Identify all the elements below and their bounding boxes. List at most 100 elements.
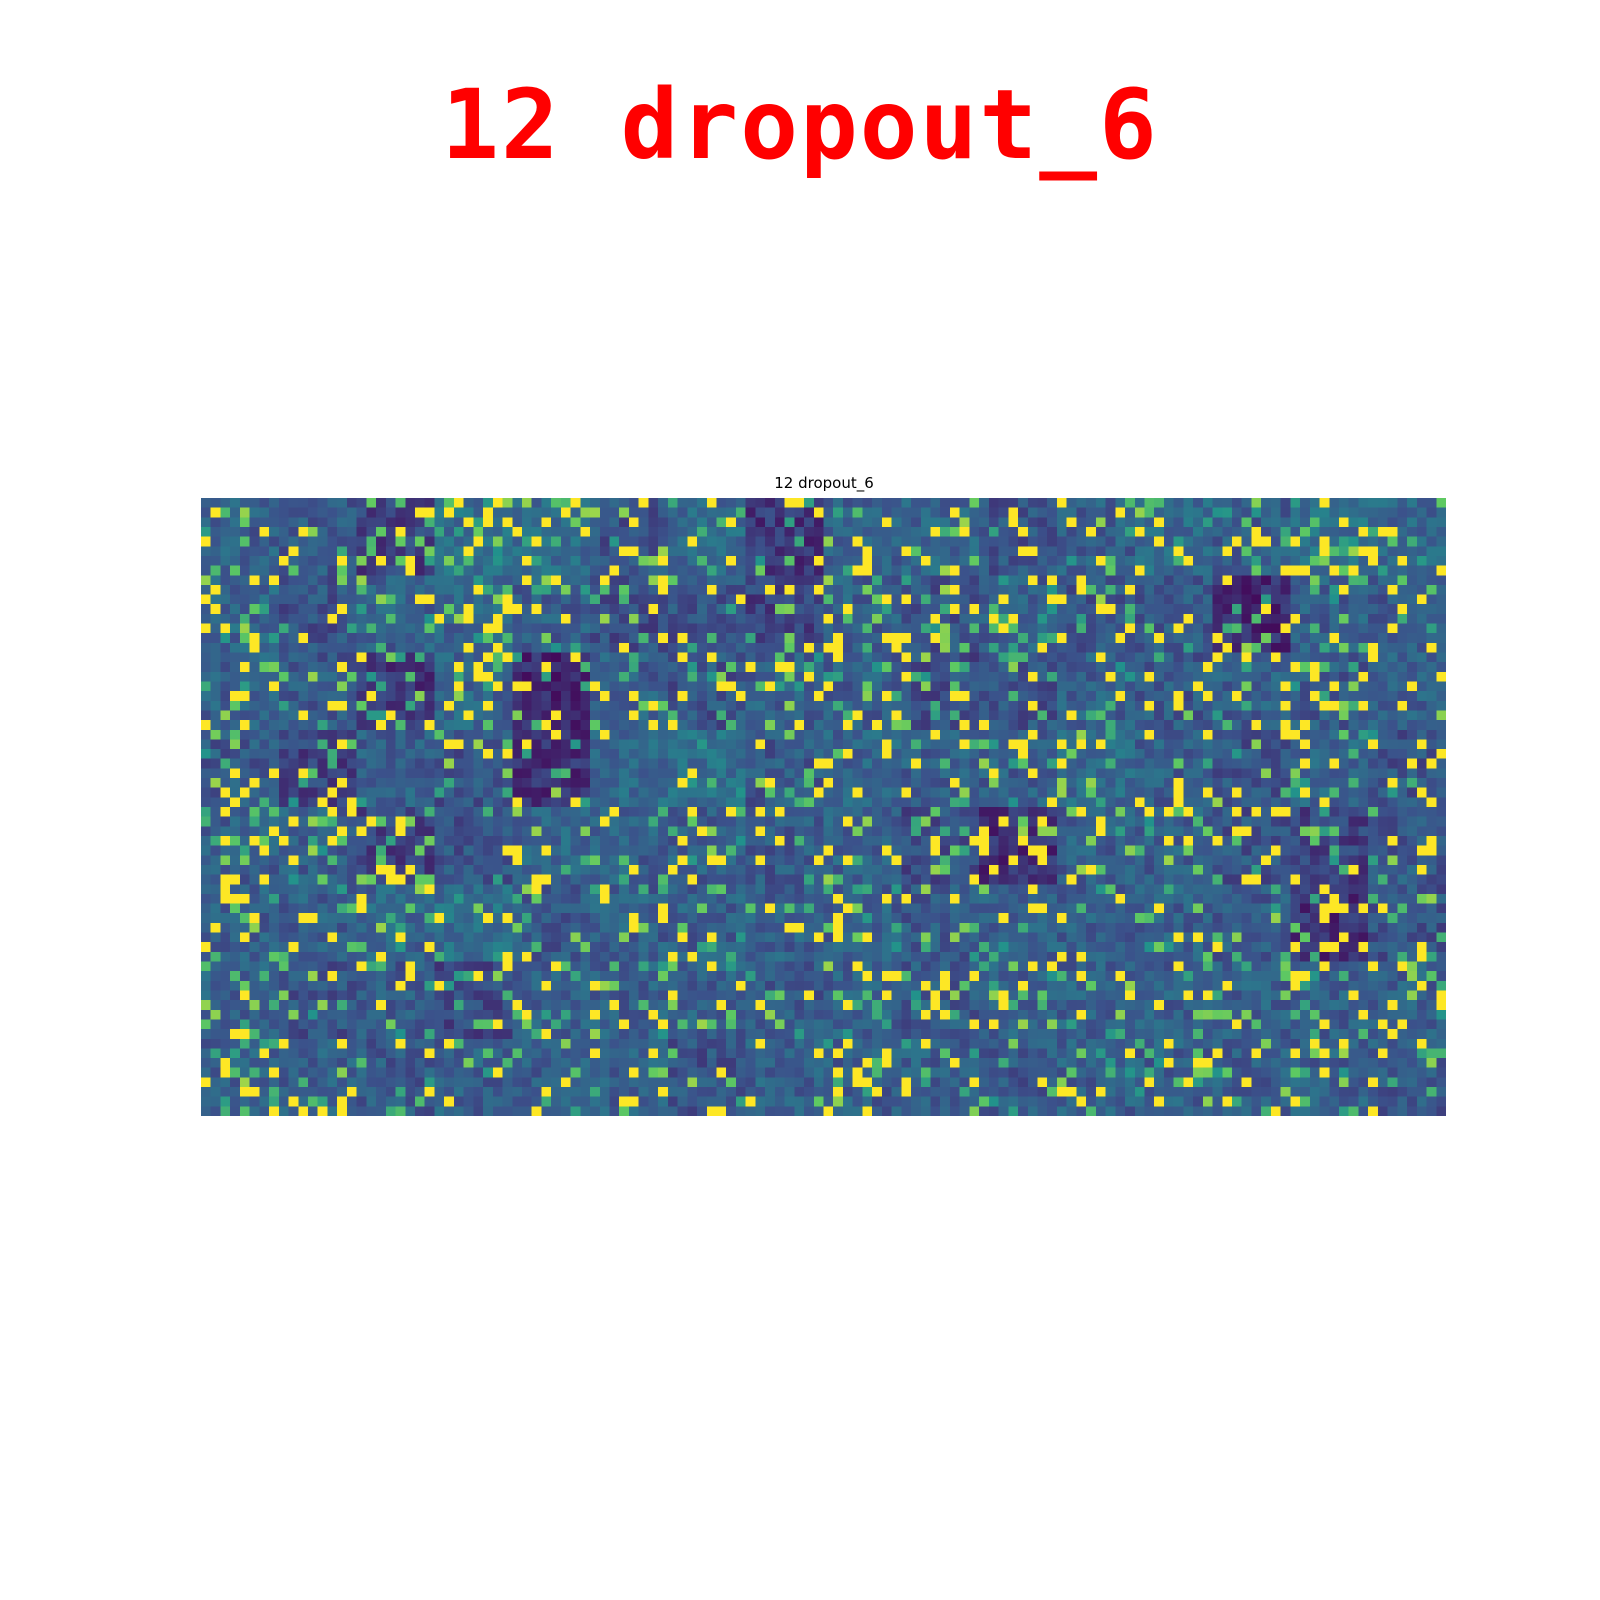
heatmap-cell <box>911 498 921 508</box>
heatmap-cell <box>512 565 523 576</box>
heatmap-cell <box>483 691 493 701</box>
heatmap-cell <box>1377 536 1388 547</box>
heatmap-cell <box>1270 749 1281 759</box>
heatmap-cell <box>862 768 873 779</box>
heatmap-cell <box>891 623 902 634</box>
heatmap-cell <box>298 652 309 663</box>
heatmap-cell <box>1290 604 1301 615</box>
feature-map-tile <box>512 729 591 808</box>
heatmap-cell <box>1095 864 1106 875</box>
heatmap-cell <box>1193 700 1204 711</box>
heatmap-cell <box>1105 787 1116 798</box>
heatmap-cell <box>1076 642 1087 653</box>
heatmap-cell <box>531 787 542 798</box>
heatmap-cell <box>376 604 386 615</box>
heatmap-cell <box>1212 546 1223 557</box>
heatmap-cell <box>483 536 493 547</box>
heatmap-cell <box>1183 517 1194 528</box>
heatmap-cell <box>638 546 649 557</box>
heatmap-cell <box>706 671 717 682</box>
feature-map-tile <box>1056 575 1135 653</box>
heatmap-cell <box>483 807 493 817</box>
heatmap-cell <box>804 691 814 701</box>
heatmap-cell <box>930 536 941 547</box>
heatmap-cell <box>1086 555 1097 566</box>
heatmap-cell <box>1163 536 1174 547</box>
heatmap-cell <box>1047 681 1058 692</box>
heatmap-cell <box>278 613 289 624</box>
heatmap-cell <box>356 526 367 537</box>
heatmap-cell <box>1154 526 1165 537</box>
heatmap-cell <box>249 662 260 673</box>
heatmap-cell <box>1056 613 1067 624</box>
heatmap-cell <box>998 681 1009 692</box>
heatmap-cell <box>726 874 737 885</box>
heatmap-cell <box>483 826 493 837</box>
heatmap-cell <box>1397 642 1408 653</box>
heatmap-cell <box>959 633 970 644</box>
heatmap-cell <box>959 662 970 673</box>
heatmap-cell <box>278 565 289 576</box>
heatmap-cell <box>1202 526 1213 537</box>
heatmap-cell <box>473 517 484 528</box>
heatmap-cell <box>969 517 980 528</box>
heatmap-cell <box>755 604 766 615</box>
heatmap-cell <box>376 768 386 779</box>
heatmap-cell <box>988 555 999 566</box>
heatmap-cell <box>667 710 678 721</box>
heatmap-cell <box>327 807 338 817</box>
heatmap-cell <box>201 855 211 866</box>
heatmap-cell <box>1056 584 1067 595</box>
heatmap-cell <box>1154 555 1165 566</box>
heatmap-cell <box>1212 498 1223 508</box>
heatmap-cell <box>628 720 639 730</box>
heatmap-cell <box>1105 710 1116 721</box>
heatmap-cell <box>1280 623 1291 634</box>
heatmap-cell <box>706 662 717 673</box>
heatmap-cell <box>901 623 912 634</box>
heatmap-cell <box>1280 662 1291 673</box>
heatmap-cell <box>1115 835 1126 846</box>
heatmap-cell <box>473 662 484 673</box>
heatmap-cell <box>201 613 211 624</box>
heatmap-cell <box>609 507 620 518</box>
heatmap-cell <box>609 498 620 508</box>
heatmap-cell <box>531 855 542 866</box>
heatmap-cell <box>570 739 581 750</box>
heatmap-cell <box>385 498 396 508</box>
heatmap-cell <box>424 671 435 682</box>
heatmap-cell <box>628 604 639 615</box>
heatmap-cell <box>249 700 260 711</box>
heatmap-cell <box>891 555 902 566</box>
heatmap-cell <box>453 768 464 779</box>
heatmap-cell <box>667 613 678 624</box>
heatmap-cell <box>1008 710 1019 721</box>
heatmap-cell <box>1436 584 1446 595</box>
heatmap-cell <box>424 768 435 779</box>
heatmap-cell <box>356 681 367 692</box>
heatmap-cell <box>628 758 639 769</box>
heatmap-cell <box>813 778 824 788</box>
heatmap-cell <box>521 594 532 605</box>
heatmap-cell <box>1134 739 1145 750</box>
heatmap-cell <box>774 710 785 721</box>
heatmap-cell <box>269 662 280 673</box>
heatmap-cell <box>376 498 386 508</box>
heatmap-cell <box>288 855 299 866</box>
heatmap-cell <box>1125 555 1135 566</box>
heatmap-cell <box>395 729 406 740</box>
heatmap-cell <box>1008 826 1019 837</box>
heatmap-cell <box>405 652 416 663</box>
heatmap-cell <box>337 604 348 615</box>
heatmap-cell <box>667 604 678 615</box>
heatmap-cell <box>590 835 600 846</box>
heatmap-cell <box>930 681 941 692</box>
heatmap-cell <box>852 710 863 721</box>
heatmap-cell <box>1154 807 1165 817</box>
heatmap-cell <box>988 874 999 885</box>
heatmap-cell <box>1115 633 1126 644</box>
heatmap-cell <box>453 652 464 663</box>
heatmap-cell <box>949 623 960 634</box>
heatmap-cell <box>590 720 600 730</box>
heatmap-cell <box>473 749 484 759</box>
